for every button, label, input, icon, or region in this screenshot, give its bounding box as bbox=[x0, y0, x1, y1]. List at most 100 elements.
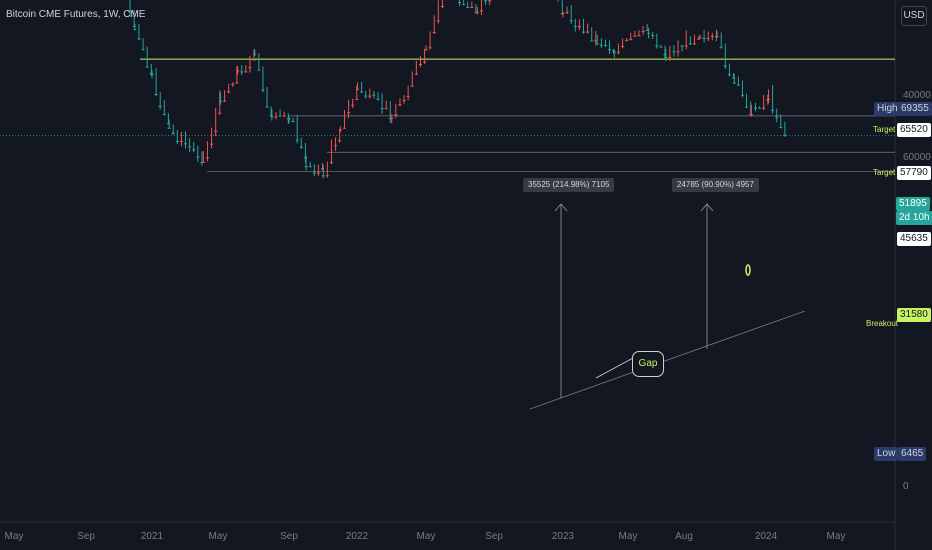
candle bbox=[710, 32, 714, 41]
candle bbox=[171, 124, 175, 135]
candle bbox=[684, 30, 688, 50]
candle bbox=[647, 27, 651, 39]
x-tick-label: Sep bbox=[485, 531, 503, 542]
candle bbox=[736, 76, 740, 86]
candle bbox=[470, 1, 474, 8]
candle bbox=[424, 45, 428, 51]
candle bbox=[406, 85, 410, 101]
candlestick-series bbox=[128, 0, 787, 179]
candle bbox=[428, 31, 432, 50]
candle bbox=[458, 0, 462, 7]
candle bbox=[599, 38, 603, 49]
candle bbox=[376, 91, 380, 101]
candle bbox=[462, 0, 466, 6]
candle bbox=[201, 151, 205, 164]
candle bbox=[360, 81, 364, 93]
target2-label: Target bbox=[873, 168, 896, 177]
candle bbox=[351, 98, 355, 109]
candle bbox=[688, 36, 692, 45]
countdown-value: 2d 10h bbox=[896, 211, 932, 225]
candle bbox=[625, 37, 629, 42]
candle bbox=[616, 43, 620, 55]
candle bbox=[196, 145, 200, 163]
candle bbox=[338, 126, 342, 132]
x-tick-label: Sep bbox=[77, 531, 95, 542]
candle bbox=[727, 63, 731, 77]
candle bbox=[749, 104, 753, 117]
candle bbox=[347, 99, 351, 119]
candle bbox=[775, 108, 779, 123]
current-price-value: 51895 bbox=[896, 197, 930, 211]
candle bbox=[418, 55, 422, 68]
x-tick-label: 2022 bbox=[345, 531, 369, 542]
candle bbox=[414, 60, 418, 76]
candle bbox=[732, 73, 736, 79]
candle bbox=[762, 94, 766, 111]
candle bbox=[595, 35, 599, 45]
candle bbox=[154, 68, 158, 97]
candle bbox=[137, 24, 141, 41]
x-tick-label: May bbox=[826, 531, 846, 542]
candle bbox=[380, 93, 384, 114]
candle bbox=[210, 127, 214, 149]
candle bbox=[629, 32, 633, 41]
candle bbox=[573, 18, 577, 32]
candle bbox=[706, 31, 710, 42]
candle bbox=[133, 23, 137, 31]
candle bbox=[329, 139, 333, 165]
drawing-tools bbox=[529, 203, 806, 410]
candle bbox=[325, 161, 329, 178]
candle bbox=[312, 164, 316, 177]
candle bbox=[282, 111, 286, 117]
candle bbox=[753, 102, 757, 112]
candle bbox=[372, 90, 376, 99]
candle bbox=[244, 65, 248, 73]
candle bbox=[261, 66, 265, 93]
candle bbox=[240, 65, 244, 76]
candle bbox=[316, 164, 320, 176]
resistance-value: 45635 bbox=[897, 232, 931, 246]
candle bbox=[295, 114, 299, 144]
candle bbox=[253, 49, 257, 57]
candle bbox=[355, 85, 359, 101]
candle bbox=[390, 114, 394, 124]
candle bbox=[702, 30, 706, 43]
currency-button[interactable]: USD bbox=[901, 6, 927, 26]
candle bbox=[128, 0, 132, 17]
candle bbox=[484, 0, 488, 5]
measure-box-1[interactable]: 35525 (214.98%) 7105 bbox=[523, 178, 615, 192]
candle bbox=[621, 38, 625, 49]
candle bbox=[608, 40, 612, 55]
low-label: Low bbox=[874, 447, 899, 461]
candle bbox=[612, 48, 616, 54]
y-tick-label: 60000 bbox=[903, 152, 931, 163]
measure-box-2[interactable]: 24785 (90.90%) 4957 bbox=[672, 178, 759, 192]
candle bbox=[745, 93, 749, 109]
candle bbox=[645, 24, 649, 32]
candle bbox=[466, 1, 470, 8]
candle bbox=[162, 100, 166, 116]
candle bbox=[158, 92, 162, 110]
candle bbox=[698, 34, 702, 39]
x-tick-label: 2021 bbox=[140, 531, 164, 542]
candle bbox=[475, 6, 479, 15]
candle bbox=[719, 32, 723, 49]
candle bbox=[321, 164, 325, 179]
breakout-value: 31580 bbox=[897, 308, 931, 322]
high-value: 69355 bbox=[898, 102, 932, 116]
highlight-marker bbox=[745, 264, 751, 276]
candle bbox=[231, 82, 235, 87]
gap-callout[interactable]: Gap bbox=[632, 351, 664, 377]
candle bbox=[384, 100, 388, 110]
candle bbox=[664, 48, 668, 62]
candle bbox=[603, 39, 607, 47]
support-trendline bbox=[529, 310, 806, 410]
candle bbox=[637, 30, 641, 37]
candle bbox=[304, 155, 308, 171]
candle bbox=[663, 45, 667, 59]
candle bbox=[577, 19, 581, 31]
candle bbox=[278, 109, 282, 117]
candle bbox=[594, 31, 598, 46]
candle bbox=[479, 0, 483, 16]
